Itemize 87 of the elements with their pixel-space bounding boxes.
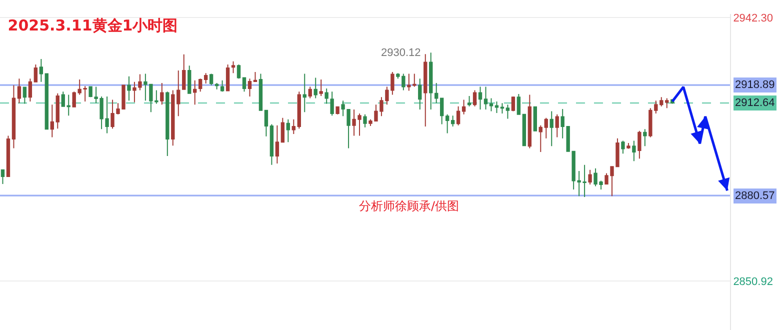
candlestick [621, 140, 625, 154]
candlestick [588, 169, 592, 186]
candlestick [214, 82, 219, 90]
candlestick [226, 64, 230, 92]
candlestick [17, 78, 22, 104]
candlestick [182, 54, 186, 90]
candlestick [494, 100, 499, 114]
candlestick [242, 77, 246, 92]
candlestick [50, 104, 54, 138]
candlestick [418, 78, 422, 110]
candlestick [28, 78, 32, 102]
candlestick [171, 90, 175, 146]
candlestick [297, 91, 301, 130]
candlestick [434, 82, 438, 104]
candlestick [643, 128, 647, 147]
candlestick [264, 110, 268, 137]
ref-line-label: 2880.57 [735, 190, 775, 202]
candlestick [506, 104, 510, 120]
candlestick [160, 82, 164, 106]
candlestick [204, 72, 208, 84]
candlestick [292, 118, 296, 135]
candlestick [176, 70, 180, 117]
candlestick [0, 169, 5, 184]
candlestick [440, 98, 444, 125]
candlestick [314, 77, 318, 99]
candlestick [236, 64, 241, 80]
candlestick [34, 64, 38, 82]
candlestick [522, 114, 526, 146]
y-tick-label: 2850.92 [733, 276, 773, 288]
candlestick [462, 99, 466, 115]
candlestick [231, 60, 236, 74]
candlestick [258, 73, 263, 111]
candlestick [544, 117, 548, 139]
candlestick [665, 98, 669, 109]
candlestick [286, 118, 290, 143]
candlestick [626, 142, 630, 150]
candlestick [550, 110, 554, 147]
candlestick [22, 86, 27, 104]
candlestick [456, 106, 460, 126]
candlestick [166, 91, 170, 156]
candlestick [198, 78, 202, 92]
candlestick [528, 94, 532, 149]
candlestick [127, 76, 131, 102]
candlestick [44, 73, 48, 130]
candlestick [248, 78, 252, 98]
candlestick [538, 124, 542, 152]
candlestick [472, 90, 477, 107]
candlestick [638, 130, 642, 160]
candlestick [632, 140, 636, 162]
candlestick [336, 106, 340, 115]
candlestick [220, 80, 224, 92]
y-tick-label: 2942.30 [733, 12, 773, 24]
candlestick [39, 58, 44, 82]
candlestick [500, 102, 504, 114]
ref-line-label: 2912.64 [735, 97, 775, 109]
candlestick [61, 91, 65, 107]
candlestick [193, 80, 197, 106]
candlestick [424, 54, 428, 128]
candlestick [478, 86, 482, 110]
candlestick [445, 114, 450, 134]
candlestick [302, 73, 306, 113]
chart-title: 2025.3.11黄金1小时图 [8, 16, 178, 34]
candlestick [511, 96, 516, 112]
candlestick [280, 117, 285, 143]
candlestick [516, 93, 521, 115]
candlestick [209, 73, 214, 86]
candlestick [308, 86, 312, 99]
candlestick [484, 86, 488, 110]
candlestick [533, 106, 537, 132]
candlestick [275, 124, 280, 164]
candlestick [450, 115, 455, 128]
candlestick [363, 114, 367, 128]
candlestick [188, 65, 192, 94]
candlestick [467, 95, 472, 107]
candlestick [429, 52, 433, 110]
candlestick [12, 84, 16, 149]
candlestick [555, 114, 559, 138]
candlestick [56, 92, 60, 130]
candlestick [253, 72, 258, 82]
candlestick [6, 135, 10, 177]
candlestick [319, 79, 323, 96]
ref-line-label: 2918.89 [735, 79, 775, 91]
annotation: 分析师徐顾承/供图 [359, 199, 460, 213]
candlestick [66, 94, 70, 116]
annotation: 2930.12 [381, 47, 421, 59]
candlestick [270, 124, 274, 166]
candlestick [489, 98, 494, 112]
